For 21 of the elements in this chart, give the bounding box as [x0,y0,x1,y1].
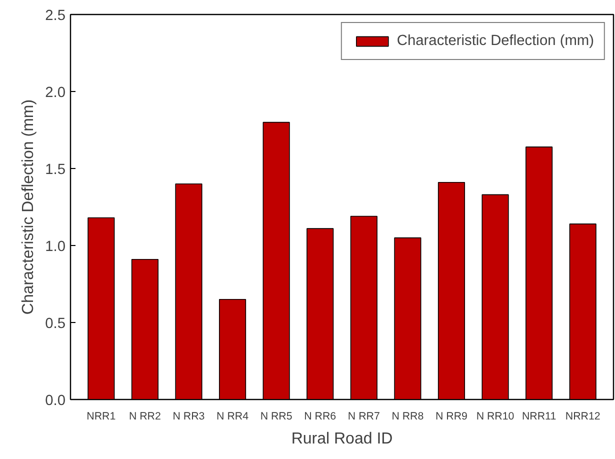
legend-label: Characteristic Deflection (mm) [396,33,594,49]
y-axis-title: Characteristic Deflection (mm) [20,99,38,315]
x-tick-label: N RR8 [392,410,424,422]
y-tick-label: 0.5 [45,316,66,332]
x-tick-label: N RR6 [304,410,336,422]
x-tick-label: NRR1 [86,410,116,422]
x-tick-label: N RR5 [260,410,292,422]
x-tick-label: N RR9 [435,410,468,422]
x-tick-label: N RR10 [476,410,514,422]
x-tick-label: N RR3 [172,410,205,422]
x-tick-label: N RR4 [216,410,249,422]
x-tick-label: NRR11 [522,410,556,422]
x-axis-title: Rural Road ID [291,430,393,448]
y-tick-label: 0.0 [45,393,66,409]
x-tick-label: NRR12 [565,410,600,422]
x-tick-label: N RR7 [348,410,380,422]
y-tick-label: 1.0 [45,239,66,255]
y-tick-label: 2.0 [45,85,66,101]
y-tick-label: 2.5 [45,8,66,24]
y-tick-label: 1.5 [45,162,66,178]
x-tick-label: N RR2 [128,410,162,422]
